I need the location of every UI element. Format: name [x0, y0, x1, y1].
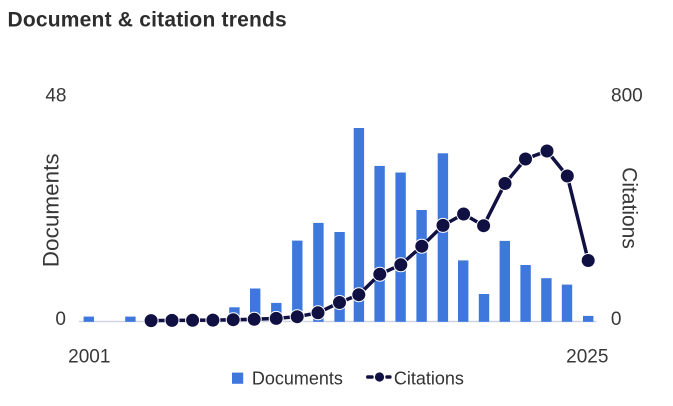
svg-text:48: 48	[45, 85, 66, 106]
svg-text:800: 800	[611, 86, 643, 107]
svg-text:2001: 2001	[68, 346, 110, 367]
svg-text:Citations: Citations	[394, 368, 464, 388]
svg-text:Documents: Documents	[252, 368, 343, 388]
svg-text:Documents: Documents	[39, 153, 64, 267]
svg-text:0: 0	[55, 309, 66, 330]
svg-text:Citations: Citations	[618, 167, 641, 249]
svg-text:Document & citation trends: Document & citation trends	[8, 9, 287, 32]
svg-text:0: 0	[611, 309, 622, 330]
svg-text:2025: 2025	[566, 346, 608, 367]
